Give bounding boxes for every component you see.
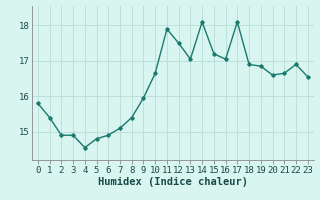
X-axis label: Humidex (Indice chaleur): Humidex (Indice chaleur) xyxy=(98,177,248,187)
